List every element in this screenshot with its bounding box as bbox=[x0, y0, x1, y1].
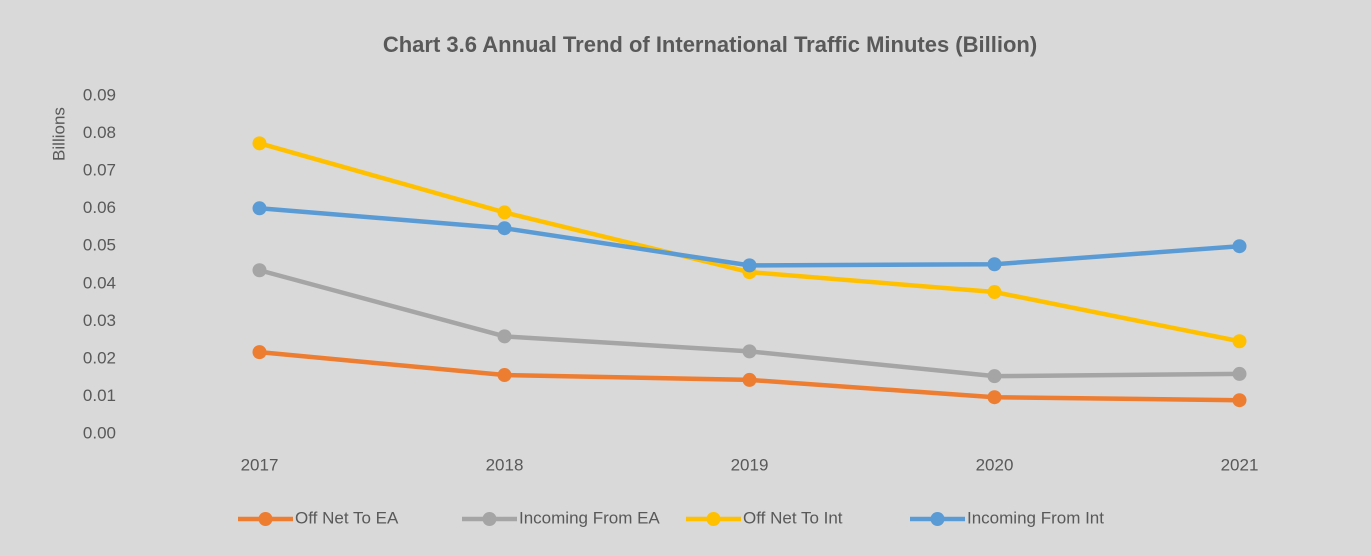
series-marker bbox=[1232, 239, 1247, 254]
series-marker bbox=[252, 201, 267, 216]
y-tick-label: 0.08 bbox=[83, 123, 116, 142]
series-marker bbox=[987, 257, 1002, 272]
x-tick-label: 2017 bbox=[241, 455, 279, 474]
y-tick-label: 0.09 bbox=[83, 85, 116, 104]
y-tick-label: 0.00 bbox=[83, 423, 116, 442]
series-marker bbox=[252, 345, 267, 360]
y-tick-label: 0.04 bbox=[83, 273, 116, 292]
series-marker bbox=[1232, 393, 1247, 408]
y-tick-label: 0.06 bbox=[83, 198, 116, 217]
legend-marker bbox=[258, 512, 273, 526]
legend-label: Off Net To EA bbox=[295, 508, 399, 527]
series-marker bbox=[987, 390, 1002, 405]
series-marker bbox=[497, 221, 512, 236]
series-marker bbox=[497, 205, 512, 220]
series-marker bbox=[742, 372, 757, 387]
series-marker bbox=[1232, 334, 1247, 349]
y-axis-label: Billions bbox=[49, 107, 68, 161]
x-tick-label: 2018 bbox=[486, 455, 524, 474]
series-marker bbox=[497, 329, 512, 344]
x-tick-label: 2021 bbox=[1221, 455, 1259, 474]
legend-label: Incoming From EA bbox=[519, 508, 660, 527]
series-marker bbox=[1232, 366, 1247, 381]
x-tick-label: 2019 bbox=[731, 455, 769, 474]
series-marker bbox=[742, 258, 757, 273]
series-marker bbox=[497, 368, 512, 383]
series-marker bbox=[742, 344, 757, 359]
legend-marker bbox=[930, 512, 945, 526]
legend-label: Incoming From Int bbox=[967, 508, 1104, 527]
legend-marker bbox=[482, 512, 497, 526]
x-tick-label: 2020 bbox=[976, 455, 1014, 474]
y-tick-label: 0.05 bbox=[83, 236, 116, 255]
y-tick-label: 0.01 bbox=[83, 386, 116, 405]
y-tick-label: 0.02 bbox=[83, 348, 116, 367]
legend-marker bbox=[706, 512, 721, 526]
series-marker bbox=[987, 285, 1002, 300]
y-tick-label: 0.07 bbox=[83, 161, 116, 180]
legend-label: Off Net To Int bbox=[743, 508, 843, 527]
series-marker bbox=[252, 263, 267, 278]
y-tick-label: 0.03 bbox=[83, 311, 116, 330]
chart-title: Chart 3.6 Annual Trend of International … bbox=[383, 32, 1037, 57]
series-marker bbox=[987, 369, 1002, 384]
series-marker bbox=[252, 136, 267, 151]
